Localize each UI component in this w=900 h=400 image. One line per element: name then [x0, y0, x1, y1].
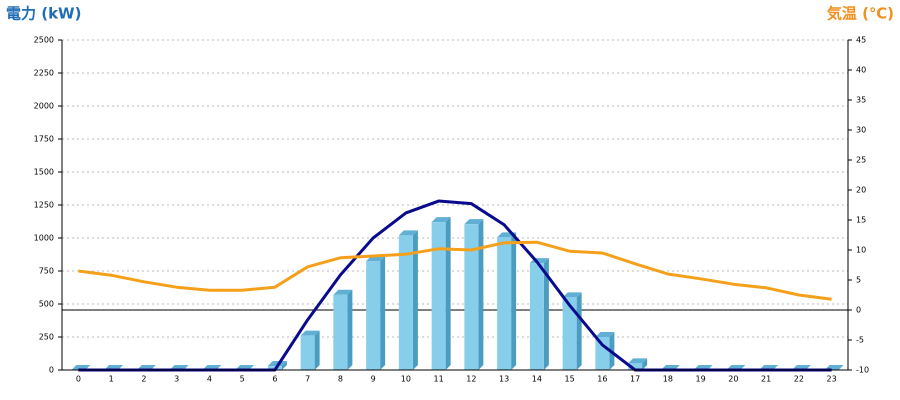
x-tick-label: 5	[240, 375, 245, 384]
bar	[431, 222, 446, 370]
x-tick-label: 21	[761, 375, 771, 384]
y-tick-label: 2250	[34, 69, 54, 78]
x-tick-label: 17	[630, 375, 640, 384]
y2-tick-label: 45	[856, 36, 866, 45]
x-tick-label: 2	[141, 375, 146, 384]
x-tick-label: 13	[499, 375, 509, 384]
x-tick-label: 15	[565, 375, 575, 384]
bar	[300, 335, 315, 370]
x-tick-label: 10	[401, 375, 411, 384]
bar	[595, 337, 610, 370]
y-tick-label: 2000	[34, 102, 54, 111]
bar-top	[595, 332, 615, 337]
bar	[562, 297, 577, 370]
bar	[333, 294, 348, 370]
bar-side	[478, 219, 484, 370]
y-tick-label: 0	[49, 366, 54, 375]
bar-side	[445, 217, 451, 370]
bar-side	[642, 358, 648, 370]
y2-tick-label: 15	[856, 216, 866, 225]
x-tick-label: 18	[663, 375, 673, 384]
x-tick-label: 12	[466, 375, 476, 384]
y2-tick-label: 30	[856, 126, 866, 135]
y-tick-label: 250	[39, 333, 54, 342]
line	[78, 199, 832, 372]
x-tick-label: 3	[174, 375, 179, 384]
x-tick-label: 19	[696, 375, 706, 384]
x-tick-label: 20	[728, 375, 738, 384]
y2-tick-label: 35	[856, 96, 866, 105]
bar-side	[576, 292, 582, 370]
y2-tick-label: 10	[856, 246, 866, 255]
y2-tick-label: 5	[856, 276, 861, 285]
bar-side	[543, 258, 549, 370]
x-tick-label: 0	[76, 375, 81, 384]
x-tick-label: 14	[532, 375, 542, 384]
y2-tick-label: -10	[856, 366, 869, 375]
bar-top	[300, 330, 320, 336]
bar-side	[281, 361, 287, 370]
bar-side	[380, 256, 386, 370]
y-tick-label: 1250	[34, 201, 54, 210]
y-tick-label: 1000	[34, 234, 54, 243]
y-tick-label: 750	[39, 267, 54, 276]
x-tick-label: 11	[434, 375, 444, 384]
bar	[529, 263, 544, 370]
x-tick-label: 8	[338, 375, 343, 384]
y2-tick-label: 0	[856, 306, 861, 315]
x-tick-label: 4	[207, 375, 212, 384]
bar-side	[412, 230, 418, 370]
bar-top	[562, 292, 582, 298]
x-tick-label: 1	[109, 375, 114, 384]
y2-axis-title: 気温 (℃)	[827, 5, 894, 23]
y2-tick-label: 20	[856, 186, 866, 195]
bar	[366, 261, 381, 370]
y-tick-label: 2500	[34, 36, 54, 45]
x-tick-label: 6	[272, 375, 277, 384]
y2-tick-label: 40	[856, 66, 866, 75]
x-tick-label: 22	[794, 375, 804, 384]
bar-top	[398, 230, 418, 236]
y-axis-title: 電力 (kW)	[6, 5, 81, 23]
bar-top	[431, 217, 451, 223]
y2-tick-label: 25	[856, 156, 866, 165]
bar-side	[347, 289, 353, 370]
y2-tick-label: -5	[856, 336, 864, 345]
y-tick-label: 1500	[34, 168, 54, 177]
bar-top	[333, 289, 353, 295]
bar	[398, 235, 413, 370]
line	[78, 240, 832, 301]
bar	[628, 363, 643, 370]
y-tick-label: 500	[39, 300, 54, 309]
bar	[497, 237, 512, 370]
x-tick-label: 23	[827, 375, 837, 384]
bar	[464, 224, 479, 370]
x-tick-label: 16	[597, 375, 607, 384]
bar-side	[511, 232, 517, 370]
x-tick-label: 9	[371, 375, 376, 384]
y-tick-label: 1750	[34, 135, 54, 144]
bar-top	[628, 358, 648, 364]
x-tick-label: 7	[305, 375, 310, 384]
bar-side	[314, 330, 320, 370]
bar-top	[464, 219, 484, 225]
